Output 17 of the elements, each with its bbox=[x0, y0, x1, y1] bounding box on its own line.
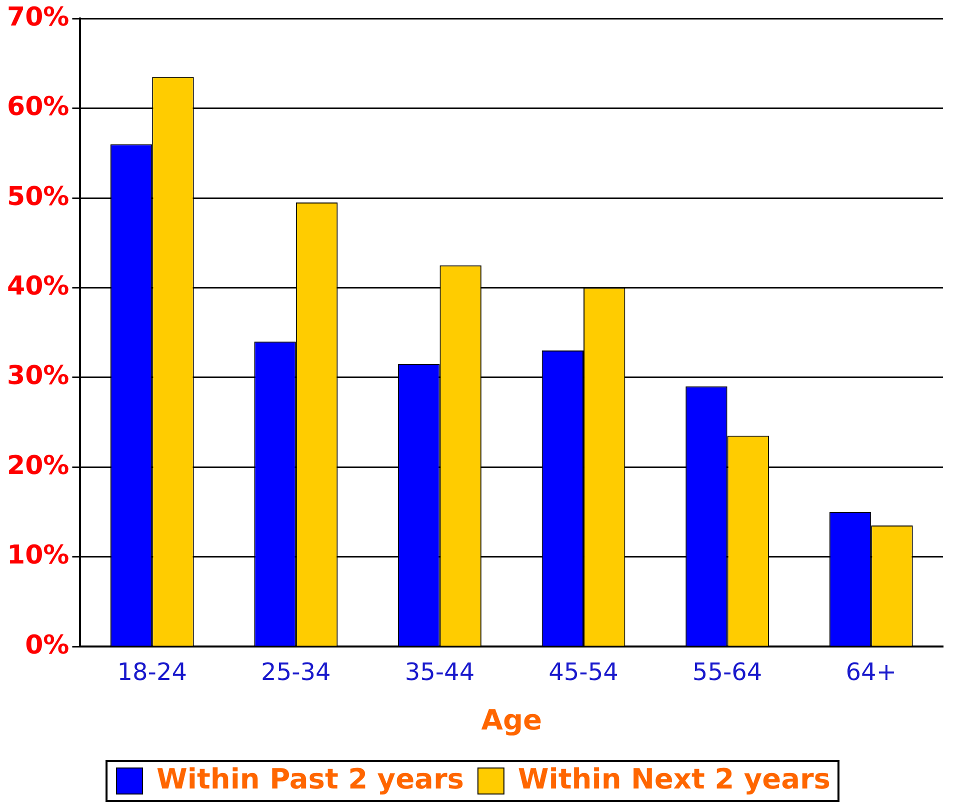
x-tick-label: 18-24 bbox=[117, 658, 188, 686]
y-tick-label: 60% bbox=[7, 92, 70, 122]
x-tick-label: 64+ bbox=[846, 658, 896, 686]
legend-label: Within Next 2 years bbox=[518, 762, 830, 796]
x-tick-label: 25-34 bbox=[261, 658, 331, 686]
y-tick-label: 70% bbox=[7, 2, 70, 32]
x-axis-title: Age bbox=[481, 703, 542, 736]
x-tick-label: 55-64 bbox=[692, 658, 762, 686]
x-tick-label: 35-44 bbox=[404, 658, 475, 686]
y-tick-label: 0% bbox=[25, 630, 70, 660]
x-tick-label: 45-54 bbox=[548, 658, 618, 686]
y-tick-label: 50% bbox=[7, 182, 70, 212]
y-tick-label: 10% bbox=[7, 540, 70, 571]
y-tick-label: 20% bbox=[7, 450, 70, 481]
legend-label: Within Past 2 years bbox=[156, 762, 464, 796]
y-tick-label: 30% bbox=[7, 361, 70, 392]
y-tick-label: 40% bbox=[7, 271, 70, 302]
